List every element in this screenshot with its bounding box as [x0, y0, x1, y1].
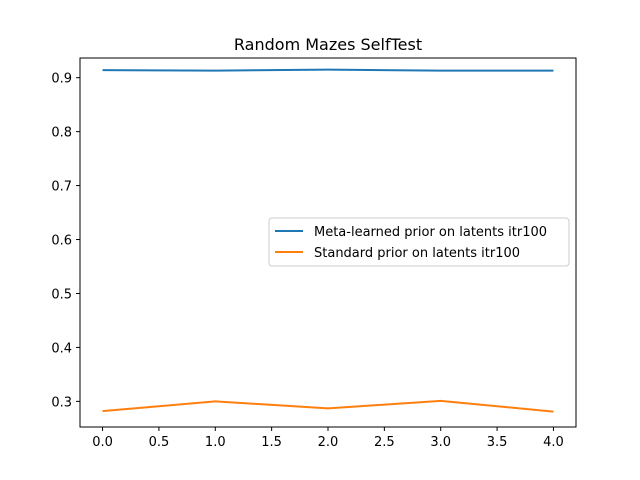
series-lines: [102, 68, 554, 413]
legend-box: [268, 217, 570, 267]
x-tick-label: 3.0: [430, 435, 451, 450]
legend: Meta-learned prior on latents itr100 Sta…: [268, 217, 570, 267]
x-tick-label: 2.5: [374, 435, 395, 450]
legend-label-standard: Standard prior on latents itr100: [314, 246, 520, 261]
x-tick-label: 4.0: [543, 435, 564, 450]
y-axis: 0.3 0.4 0.5 0.6 0.7 0.8 0.9: [51, 72, 80, 410]
series-line-meta-learned: [102, 68, 554, 72]
y-tick-label: 0.3: [51, 395, 72, 410]
x-tick-label: 1.0: [205, 435, 226, 450]
legend-label-meta-learned: Meta-learned prior on latents itr100: [314, 225, 547, 240]
x-tick-label: 0.5: [149, 435, 170, 450]
x-tick-label: 0.0: [92, 435, 113, 450]
x-tick-label: 3.5: [487, 435, 508, 450]
x-axis: 0.0 0.5 1.0 1.5 2.0 2.5 3.0 3.5 4.0: [92, 427, 564, 450]
x-tick-label: 2.0: [318, 435, 339, 450]
y-tick-label: 0.7: [51, 180, 72, 195]
y-tick-label: 0.6: [51, 234, 72, 249]
y-tick-label: 0.4: [51, 341, 72, 356]
chart-title: Random Mazes SelfTest: [234, 35, 422, 54]
y-tick-label: 0.9: [51, 72, 72, 87]
x-tick-label: 1.5: [261, 435, 282, 450]
y-tick-label: 0.8: [51, 126, 72, 141]
y-tick-label: 0.5: [51, 287, 72, 302]
